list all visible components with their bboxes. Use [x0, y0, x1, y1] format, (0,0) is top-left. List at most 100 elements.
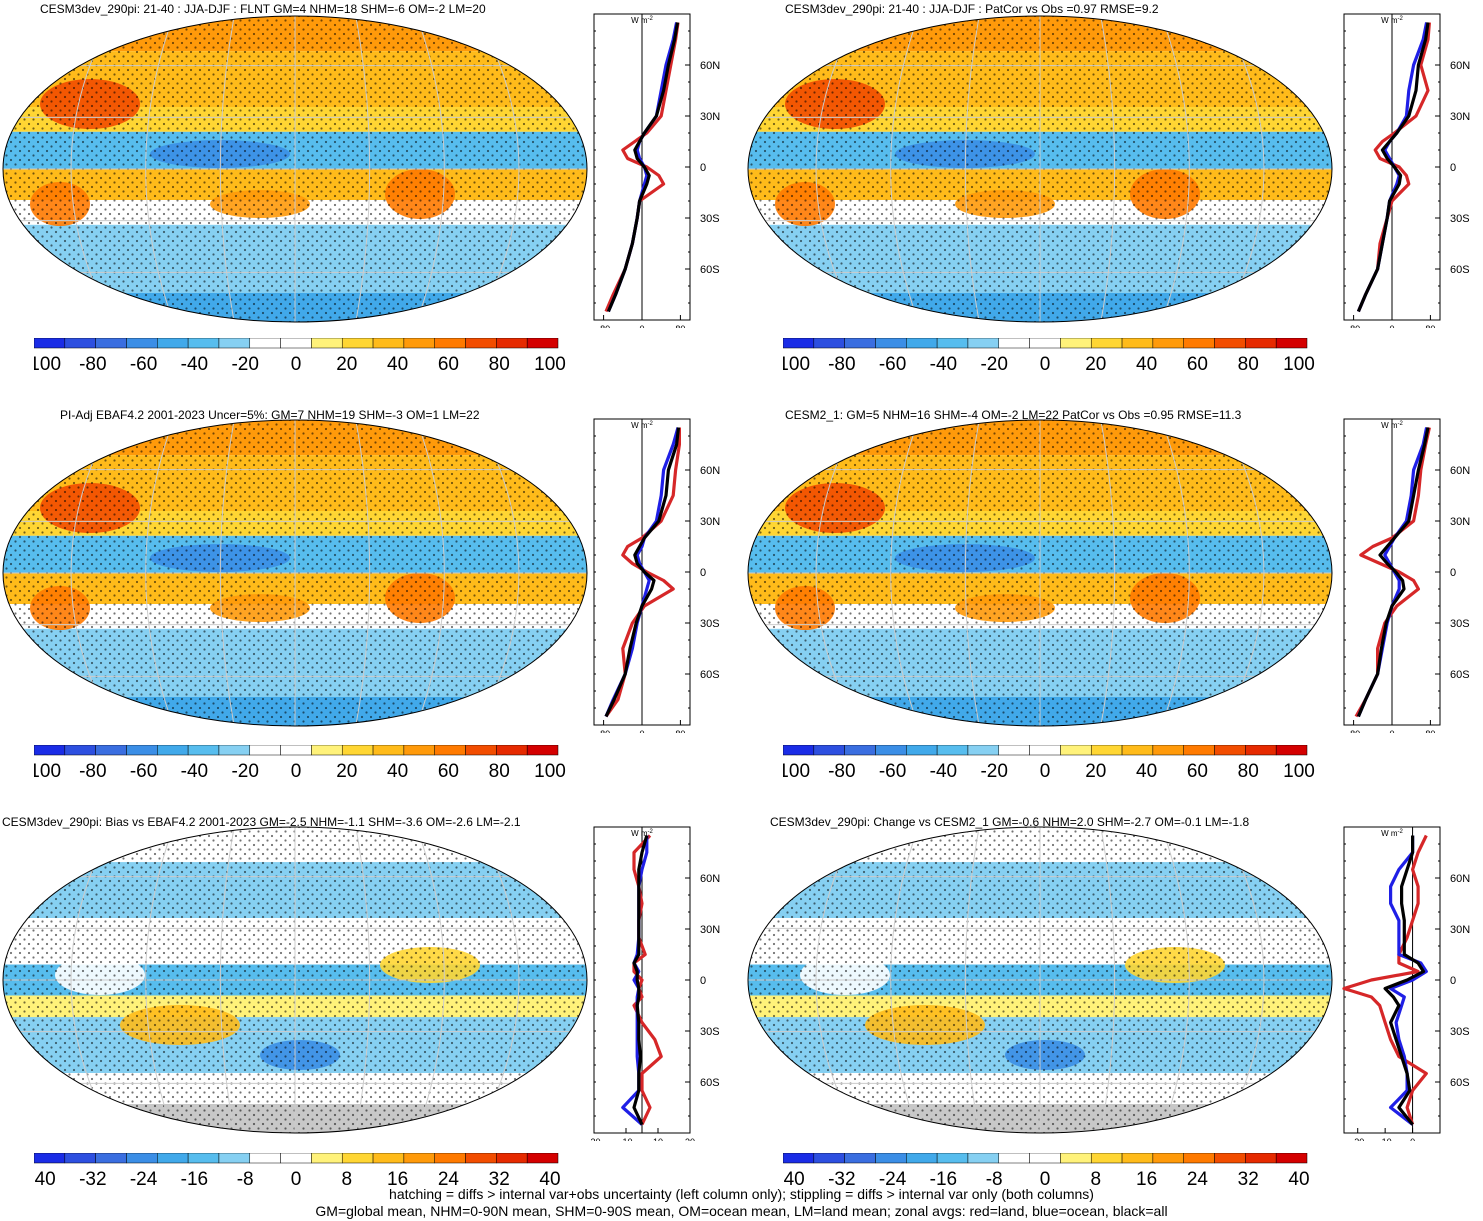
colorbar-swatch [95, 338, 127, 349]
colorbar-label: 16 [387, 1169, 408, 1190]
colorbar-swatch [403, 338, 435, 349]
zonal-mean-plot: W m-2 60N 30N 0 30S 60S -20 -10 0 [1342, 826, 1470, 1141]
zonal-series-all [606, 22, 680, 313]
lat-tick-label: 60N [700, 60, 720, 72]
colorbar-swatch [496, 745, 528, 756]
colorbar-swatch [1214, 745, 1246, 756]
zonal-units-label: W m-2 [631, 421, 653, 430]
colorbar-swatch [875, 1153, 907, 1164]
colorbar-swatch [936, 338, 969, 349]
colorbar-label: 0 [1040, 1169, 1051, 1190]
colorbar-swatch [1121, 745, 1154, 756]
colorbar-swatch [1245, 338, 1277, 349]
lat-tick-label: 30S [700, 213, 720, 225]
colorbar-swatch [496, 1153, 528, 1164]
colorbar-label: -40 [930, 761, 957, 782]
map-plot [2, 15, 588, 323]
colorbar-swatch [1029, 1153, 1061, 1164]
zonal-x-tick-label: -80 [597, 729, 610, 733]
colorbar-swatch [403, 1153, 435, 1164]
zonal-series-all [632, 835, 649, 1126]
zonal-series-all [1383, 835, 1426, 1126]
colorbar-label: -32 [828, 1169, 855, 1190]
colorbar-swatch [218, 338, 251, 349]
colorbar-swatch [1183, 1153, 1215, 1164]
colorbar-label: 20 [336, 354, 357, 375]
colorbar-label: 40 [387, 761, 408, 782]
lat-tick-label: 60N [1450, 465, 1470, 477]
colorbar: -100 -80 -60 -40 -20 0 20 40 60 80 100 [34, 338, 566, 375]
colorbar-swatch [1245, 745, 1277, 756]
colorbar-swatch [34, 338, 66, 349]
colorbar-label: -60 [879, 354, 906, 375]
lat-tick-label: 60S [700, 1077, 720, 1089]
colorbar-swatch [1060, 338, 1092, 349]
zonal-x-tick-label: 0 [1410, 1137, 1415, 1141]
colorbar-swatch [1029, 745, 1061, 756]
colorbar-swatch [157, 338, 189, 349]
colorbar-label: 16 [1136, 1169, 1157, 1190]
colorbar-swatch [906, 338, 938, 349]
colorbar-label: -16 [181, 1169, 208, 1190]
colorbar-label: -8 [986, 1169, 1003, 1190]
lat-tick-label: 30N [700, 924, 720, 936]
lat-tick-label: 30S [1450, 213, 1470, 225]
colorbar-swatch [95, 1153, 127, 1164]
colorbar-swatch [403, 745, 435, 756]
colorbar-label: 8 [1091, 1169, 1102, 1190]
lat-tick-label: 0 [1450, 162, 1456, 174]
lat-tick-label: 0 [700, 975, 706, 987]
zonal-units-label: W m-2 [1381, 16, 1403, 25]
colorbar-swatch [1121, 338, 1154, 349]
lat-tick-label: 60S [700, 264, 720, 276]
footer-line-2: GM=global mean, NHM=0-90N mean, SHM=0-90… [315, 1203, 1168, 1219]
lat-tick-label: 30S [700, 1026, 720, 1038]
colorbar-swatch [34, 1153, 66, 1164]
colorbar-label: 60 [1187, 761, 1208, 782]
lat-tick-label: 0 [700, 567, 706, 579]
colorbar-label: -40 [783, 1169, 805, 1190]
colorbar-swatch [95, 745, 127, 756]
colorbar-swatch [875, 338, 907, 349]
colorbar-swatch [311, 338, 343, 349]
zonal-x-tick-label: -30 [590, 1137, 601, 1141]
map-plot [2, 419, 588, 727]
colorbar-swatch [967, 338, 1000, 349]
colorbar-swatch [341, 745, 374, 756]
colorbar-swatch [813, 1153, 845, 1164]
zonal-series-all [604, 427, 681, 718]
colorbar-label: -100 [34, 354, 61, 375]
lat-tick-label: 60N [1450, 60, 1470, 72]
zonal-units-label: W m-2 [1381, 421, 1403, 430]
colorbar-swatch [936, 1153, 969, 1164]
colorbar-swatch [280, 338, 312, 349]
panel-title: PI-Adj EBAF4.2 2001-2023 Uncer=5%: GM=7 … [60, 408, 480, 422]
zonal-x-tick-label: -10 [619, 1137, 632, 1141]
zonal-units-label: W m-2 [631, 829, 653, 838]
colorbar-label: -8 [237, 1169, 254, 1190]
zonal-series-all [1356, 427, 1430, 718]
lat-tick-label: 30N [1450, 111, 1470, 123]
colorbar-label: 100 [534, 761, 566, 782]
colorbar-label: -16 [930, 1169, 957, 1190]
zonal-mean-plot: W m-2 60N 30N 0 30S 60S -80 0 80 [1343, 418, 1470, 733]
colorbar: -40 -32 -24 -16 -8 0 8 16 24 32 40 [783, 1153, 1310, 1190]
lat-tick-label: 60N [700, 465, 720, 477]
zonal-x-tick-label: 0 [1389, 324, 1394, 328]
zonal-mean-plot: W m-2 60N 30N 0 30S 60S -30 -10 10 30 [590, 826, 720, 1141]
colorbar-swatch [526, 338, 559, 349]
colorbar-swatch [1275, 745, 1308, 756]
colorbar-swatch [967, 745, 1000, 756]
colorbar-swatch [496, 338, 528, 349]
zonal-x-tick-label: -10 [1379, 1137, 1392, 1141]
lat-tick-label: 60S [700, 669, 720, 681]
colorbar-swatch [249, 338, 281, 349]
colorbar-label: 40 [1136, 354, 1157, 375]
colorbar-label: 80 [1238, 761, 1259, 782]
lat-tick-label: 30N [1450, 516, 1470, 528]
colorbar-swatch [187, 1153, 220, 1164]
colorbar-label: 24 [1187, 1169, 1209, 1190]
colorbar-swatch [783, 745, 815, 756]
colorbar-swatch [249, 745, 281, 756]
colorbar-label: 60 [438, 761, 459, 782]
